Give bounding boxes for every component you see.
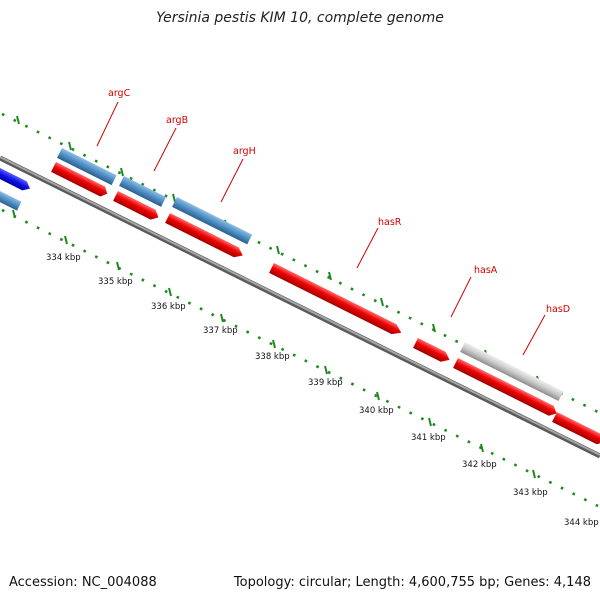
gene-label-argH: argH: [233, 146, 256, 157]
kbp-label: 339 kbp: [308, 378, 343, 388]
kbp-labels: 334 kbp 335 kbp 336 kbp 337 kbp 338 kbp …: [46, 253, 599, 528]
gene-argC-red[interactable]: [51, 162, 110, 199]
gene-argB-red[interactable]: [113, 191, 161, 222]
kbp-label: 336 kbp: [151, 302, 186, 312]
gene-partial-blue[interactable]: [0, 191, 22, 211]
kbp-label: 338 kbp: [255, 352, 290, 362]
outer-major-tick: [120, 167, 124, 177]
gene-argH-red[interactable]: [165, 213, 245, 260]
gene-label-argC: argC: [108, 88, 131, 99]
gene-label-argB: argB: [166, 115, 188, 126]
inner-major-tick: [220, 313, 224, 323]
gene-argC-blue[interactable]: [57, 148, 117, 186]
gene-hasA[interactable]: [413, 338, 452, 365]
gene-label-hasD: hasD: [546, 304, 570, 315]
inner-major-tick: [324, 365, 328, 375]
inner-major-tick: [532, 469, 536, 479]
kbp-label: 344 kbp: [564, 518, 599, 528]
gene-label-leaders: [96, 101, 546, 356]
inner-major-tick: [480, 443, 484, 453]
gene-partial-red-right[interactable]: [552, 412, 600, 447]
gene-label-hasR: hasR: [378, 217, 402, 228]
accession-text: Accession: NC_004088: [9, 575, 157, 590]
gene-argB-blue[interactable]: [119, 176, 167, 207]
gene-argH-blue[interactable]: [172, 197, 253, 245]
inner-major-tick: [376, 391, 380, 401]
kbp-label: 341 kbp: [411, 433, 446, 443]
gene-labels: argC argB argH hasR hasA hasD: [108, 88, 570, 315]
outer-major-tick: [328, 271, 332, 281]
inner-major-tick: [428, 417, 432, 427]
gene-hasD-gray[interactable]: [460, 342, 564, 402]
gene-hasD-red[interactable]: [453, 358, 559, 418]
genome-backbone: [0, 155, 600, 459]
gene-features: [0, 148, 600, 447]
inner-major-tick: [64, 235, 68, 245]
inner-major-tick: [116, 261, 120, 271]
outer-major-tick: [276, 245, 280, 255]
map-title: Yersinia pestis KIM 10, complete genome: [156, 10, 444, 26]
outer-major-tick: [172, 193, 176, 203]
inner-major-tick: [272, 339, 276, 349]
kbp-label: 334 kbp: [46, 253, 81, 263]
gene-partial-dark-blue[interactable]: [0, 168, 32, 193]
inner-major-tick: [168, 287, 172, 297]
kbp-label: 343 kbp: [513, 488, 548, 498]
kbp-label: 340 kbp: [359, 406, 394, 416]
kbp-label: 342 kbp: [462, 460, 497, 470]
outer-major-tick: [380, 297, 384, 307]
inner-major-tick: [12, 209, 16, 219]
outer-major-tick: [68, 141, 72, 151]
inner-dotted-ring: [1, 208, 599, 508]
gene-hasR[interactable]: [269, 263, 404, 338]
kbp-label: 335 kbp: [98, 277, 133, 287]
outer-major-tick: [432, 323, 436, 333]
outer-major-tick: [16, 115, 20, 125]
topology-text: Topology: circular; Length: 4,600,755 bp…: [233, 575, 591, 590]
gene-label-hasA: hasA: [474, 265, 498, 276]
kbp-label: 337 kbp: [203, 326, 238, 336]
